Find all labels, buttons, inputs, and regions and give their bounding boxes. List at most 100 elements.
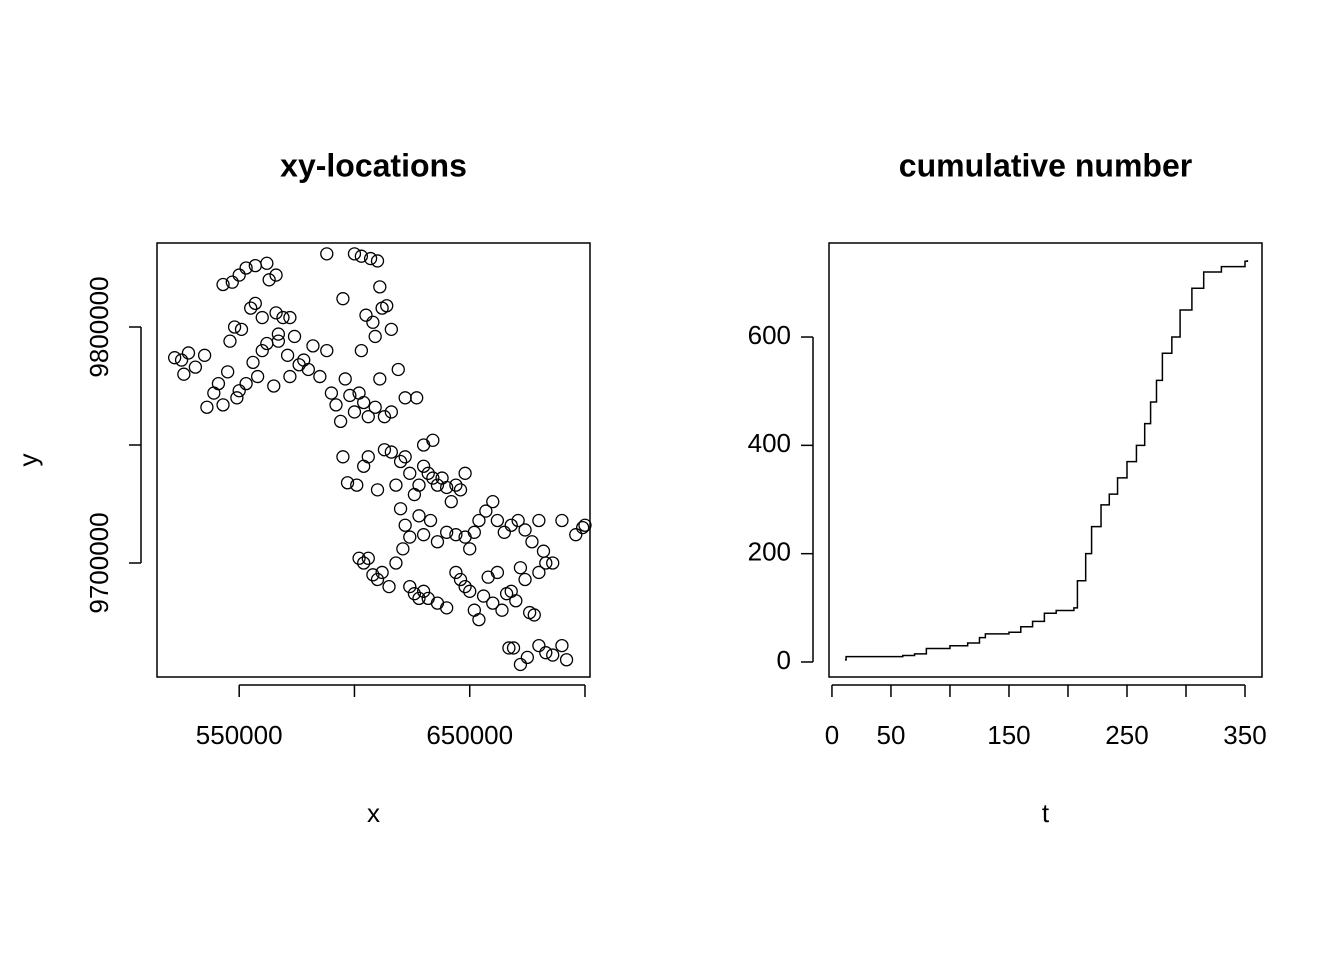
- point: [458, 579, 472, 594]
- y-tick-label: 0: [777, 645, 791, 675]
- point: [320, 343, 334, 358]
- point: [569, 528, 583, 542]
- point: [301, 362, 315, 377]
- point: [269, 306, 283, 320]
- point: [377, 443, 392, 457]
- point: [444, 494, 458, 509]
- y-tick-label: 400: [748, 428, 791, 458]
- point: [373, 280, 387, 294]
- point: [384, 322, 398, 337]
- point: [250, 369, 265, 384]
- point: [403, 530, 417, 544]
- point: [391, 362, 405, 377]
- point: [361, 410, 375, 424]
- point: [511, 513, 525, 528]
- point: [449, 565, 463, 580]
- point: [486, 494, 500, 509]
- point: [513, 657, 528, 672]
- point: [354, 249, 369, 263]
- point: [472, 612, 486, 627]
- point: [239, 261, 253, 275]
- point: [382, 579, 396, 594]
- point: [336, 450, 350, 464]
- point: [486, 596, 500, 610]
- point: [357, 395, 371, 410]
- point: [366, 568, 380, 582]
- point: [403, 466, 417, 480]
- point: [398, 391, 412, 405]
- x-tick-label: 550000: [196, 720, 283, 750]
- point: [368, 329, 382, 344]
- y-tick-label: 200: [748, 537, 791, 567]
- point: [555, 513, 569, 528]
- point: [363, 251, 378, 266]
- point: [578, 518, 592, 532]
- point: [373, 372, 387, 386]
- point: [416, 438, 431, 452]
- x-axis-title: t: [1042, 798, 1050, 828]
- point: [255, 343, 269, 358]
- point: [393, 454, 408, 469]
- point: [375, 565, 389, 580]
- point: [449, 528, 463, 542]
- point: [223, 334, 237, 348]
- x-tick-label: 50: [876, 720, 905, 750]
- point: [463, 542, 477, 556]
- point: [407, 487, 422, 502]
- point: [453, 572, 468, 587]
- point: [370, 483, 385, 497]
- point: [403, 579, 417, 594]
- point: [244, 301, 258, 315]
- point: [421, 466, 435, 480]
- point: [177, 367, 191, 381]
- point: [181, 346, 196, 360]
- point: [359, 308, 373, 322]
- point: [211, 376, 226, 391]
- point: [504, 518, 518, 532]
- point: [536, 544, 551, 558]
- y-tick-label: 9700000: [84, 512, 114, 613]
- point: [227, 320, 242, 334]
- point: [440, 480, 454, 495]
- point: [546, 556, 560, 570]
- point: [407, 587, 422, 601]
- point: [230, 391, 244, 405]
- point: [232, 268, 246, 282]
- point: [347, 405, 362, 419]
- x-tick-label: 150: [987, 720, 1030, 750]
- point: [398, 450, 412, 464]
- chart-title: xy-locations: [280, 147, 467, 183]
- point: [283, 310, 297, 325]
- point: [506, 641, 521, 655]
- point: [361, 551, 375, 565]
- point: [271, 334, 286, 348]
- point: [216, 398, 230, 412]
- point: [384, 445, 398, 459]
- point: [389, 556, 403, 570]
- point: [248, 296, 262, 311]
- point: [283, 369, 297, 384]
- point: [467, 525, 481, 539]
- point: [509, 594, 523, 608]
- point: [389, 478, 403, 492]
- point: [260, 256, 274, 270]
- point: [412, 478, 426, 492]
- point: [463, 584, 477, 598]
- point: [532, 638, 546, 653]
- point: [267, 379, 281, 393]
- point: [416, 459, 431, 473]
- x-tick-label: 650000: [426, 720, 513, 750]
- point: [502, 641, 516, 655]
- point: [361, 450, 375, 464]
- point: [576, 520, 590, 535]
- point: [539, 646, 553, 660]
- point: [276, 310, 290, 325]
- point: [426, 433, 440, 447]
- point: [490, 513, 505, 528]
- point: [426, 471, 440, 485]
- point: [518, 572, 532, 587]
- point: [546, 648, 560, 662]
- plot-box: [828, 242, 1263, 678]
- x-tick-label: 350: [1223, 720, 1266, 750]
